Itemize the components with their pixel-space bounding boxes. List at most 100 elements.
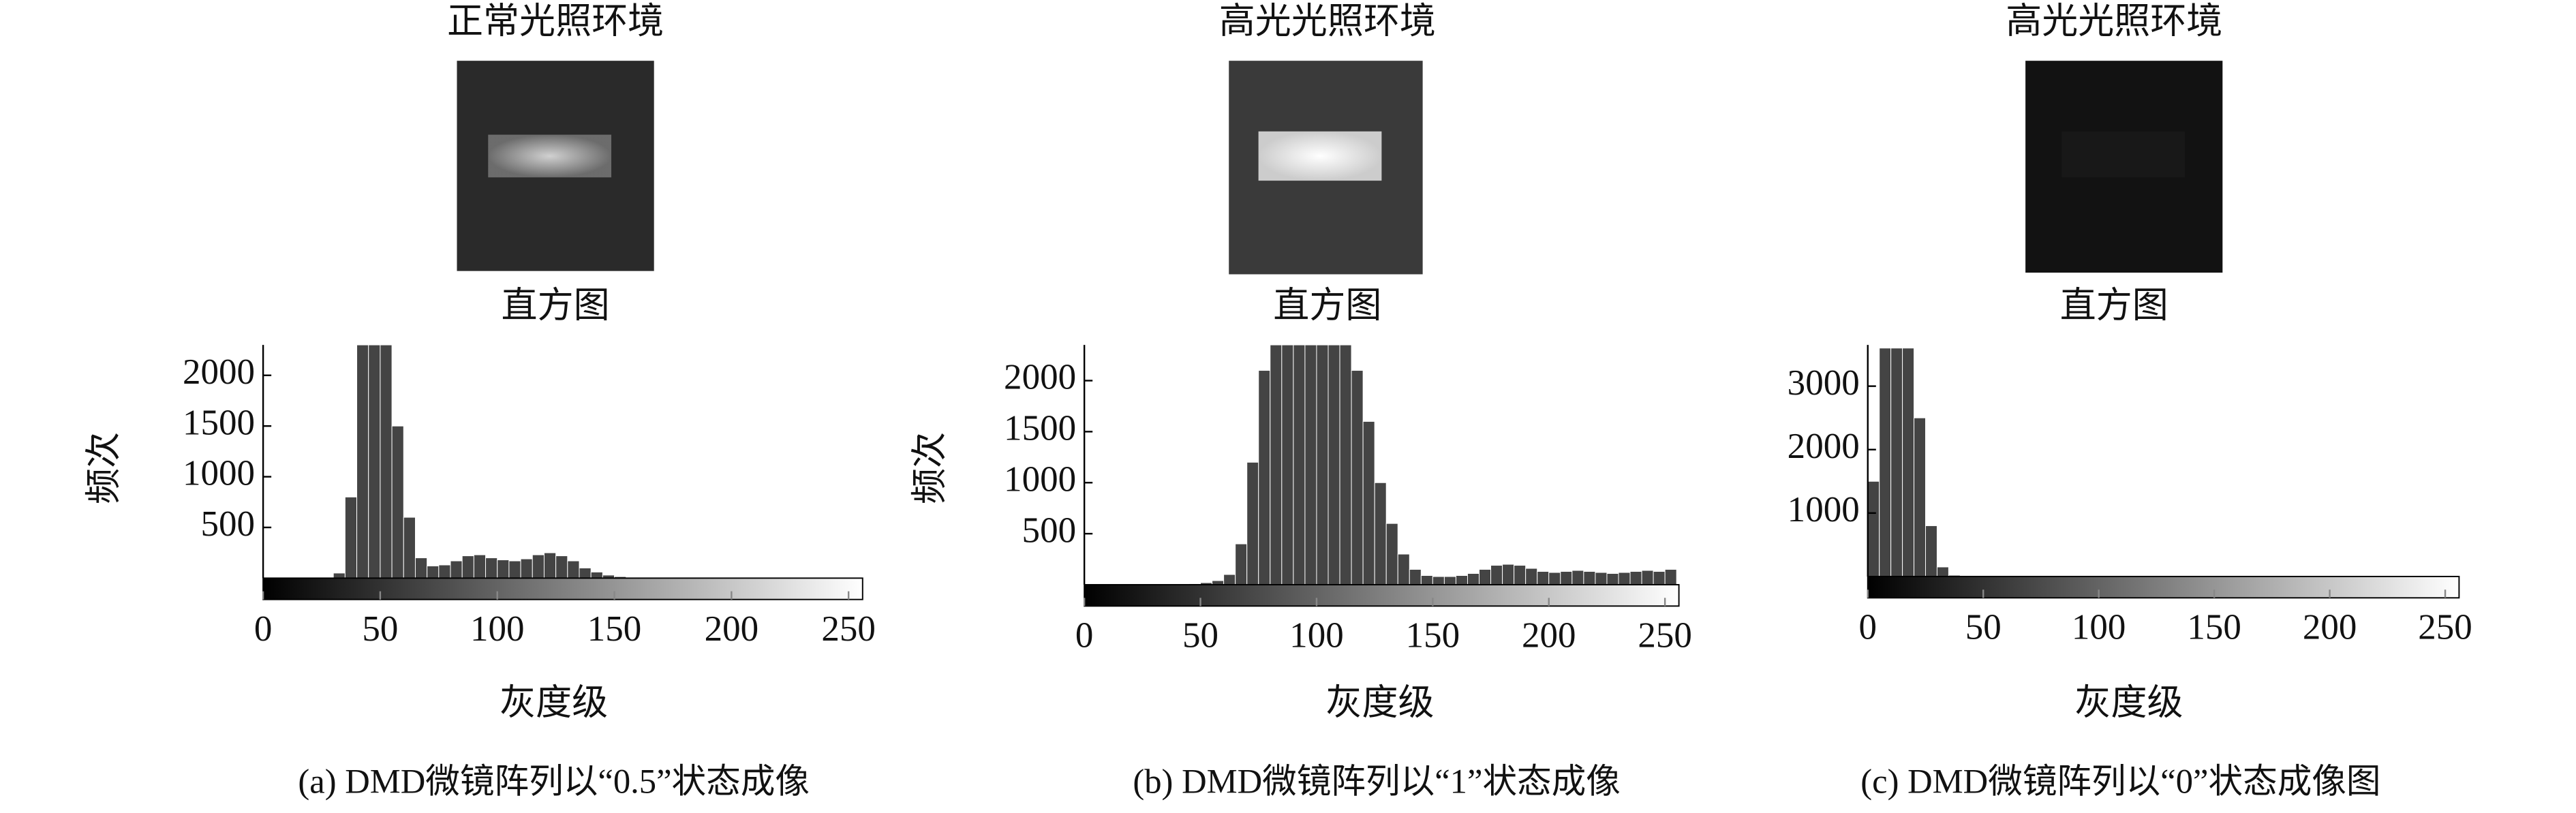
histogram-bar <box>1936 566 1949 577</box>
histogram-bar <box>1328 344 1340 585</box>
x-tick-label: 0 <box>1075 616 1094 656</box>
histogram-bar <box>543 552 557 579</box>
histogram-bar <box>1914 417 1926 577</box>
histogram-bar <box>1629 571 1642 585</box>
x-tick-label: 200 <box>1522 616 1576 656</box>
histogram-bar <box>333 572 346 579</box>
x-axis-label: 灰度级 <box>1325 684 1434 723</box>
histogram-bar <box>485 557 498 579</box>
x-tick-label: 50 <box>1965 608 2002 647</box>
histogram-bar <box>590 571 603 579</box>
histogram-bar <box>1351 370 1364 585</box>
histogram-bar <box>368 344 381 579</box>
y-tick-label: 1000 <box>1004 459 1076 499</box>
histogram-bar <box>1420 575 1433 585</box>
histogram-bar <box>1397 553 1410 585</box>
chart-subtitle: 直方图 <box>2060 286 2168 325</box>
histogram-bar <box>1316 344 1329 585</box>
colorbar <box>1867 575 2460 599</box>
histogram-bar <box>344 496 358 579</box>
y-tick-label: 500 <box>201 504 256 544</box>
histogram-bar <box>1246 461 1259 585</box>
histogram-bar <box>532 554 545 579</box>
histogram-bar <box>1595 572 1608 585</box>
histogram-bar <box>1514 565 1527 585</box>
histogram-bar <box>567 560 580 579</box>
x-tick-label: 0 <box>254 609 273 649</box>
histogram-bar <box>1362 420 1375 585</box>
x-tick-label: 100 <box>2072 608 2126 647</box>
colorbar <box>1084 584 1680 607</box>
photo-c <box>2025 61 2223 273</box>
x-tick-label: 150 <box>587 609 642 649</box>
histogram-bar <box>1925 525 1937 577</box>
x-tick-label: 100 <box>470 609 525 649</box>
histogram-bar <box>1583 571 1596 585</box>
y-tick-label: 2000 <box>183 352 255 392</box>
histogram-bar <box>414 557 428 579</box>
chart-subtitle: 直方图 <box>502 286 610 325</box>
histogram-bar <box>1902 348 1915 577</box>
histogram-bar <box>1293 344 1306 585</box>
histogram-bar <box>520 558 533 579</box>
colorbar <box>262 577 863 600</box>
chart-subtitle: 直方图 <box>1273 286 1381 325</box>
chart-title: 正常光照环境 <box>447 1 664 41</box>
x-tick-label: 200 <box>2303 608 2357 647</box>
histogram-bar <box>1641 570 1654 585</box>
x-tick-label: 50 <box>1182 616 1218 656</box>
chart-title: 高光光照环境 <box>2006 1 2222 41</box>
x-tick-label: 250 <box>821 609 876 649</box>
histogram-bar <box>1490 565 1503 585</box>
x-tick-label: 150 <box>1406 616 1460 656</box>
histogram-bar <box>1867 480 1880 577</box>
caption: (b) DMD微镜阵列以“1”状态成像 <box>1133 763 1620 801</box>
y-tick-label: 1500 <box>183 403 255 442</box>
histogram-bar <box>1653 571 1666 585</box>
x-axis-label: 灰度级 <box>500 684 608 723</box>
histogram-bar <box>356 344 369 579</box>
histogram-bar <box>579 567 592 579</box>
histogram-bar <box>450 560 463 579</box>
x-tick-label: 0 <box>1859 608 1877 647</box>
histogram-bar <box>1467 573 1479 585</box>
histogram-bar <box>391 425 404 579</box>
histogram-bar <box>1409 569 1422 585</box>
histogram-bar <box>473 554 487 579</box>
histogram-bar <box>1479 569 1492 585</box>
x-tick-label: 50 <box>362 609 398 649</box>
histogram-bar <box>461 555 474 579</box>
histogram-bar <box>1270 344 1283 585</box>
chart-title: 高光光照环境 <box>1219 1 1436 41</box>
histogram-bar <box>1258 370 1271 585</box>
y-tick-label: 1000 <box>183 454 255 493</box>
y-tick-label: 3000 <box>1788 363 1860 403</box>
histogram-bar <box>1890 348 1903 577</box>
histogram-bar <box>1432 576 1445 585</box>
histogram-bar <box>1571 570 1584 585</box>
histogram-bar <box>1443 576 1456 585</box>
x-tick-label: 250 <box>1638 616 1692 656</box>
y-tick-label: 2000 <box>1004 358 1076 397</box>
histogram-bar <box>1223 574 1236 585</box>
histogram-bar <box>403 517 416 579</box>
y-tick-label: 500 <box>1022 510 1077 550</box>
histogram-bar <box>1606 573 1619 585</box>
histogram-bar <box>497 559 510 579</box>
histogram-bar <box>1560 571 1573 585</box>
x-tick-label: 100 <box>1289 616 1344 656</box>
histogram-bar <box>1664 569 1677 585</box>
caption: (c) DMD微镜阵列以“0”状态成像图 <box>1860 763 2380 801</box>
histogram-bar <box>438 564 451 579</box>
histogram-bar <box>1235 543 1248 585</box>
y-tick-label: 2000 <box>1788 427 1860 466</box>
histogram-bar <box>1618 572 1631 585</box>
histogram-bar <box>1455 575 1468 585</box>
histogram-bar <box>427 566 440 579</box>
photo-a <box>457 61 654 271</box>
x-tick-label: 250 <box>2418 608 2472 647</box>
caption: (a) DMD微镜阵列以“0.5”状态成像 <box>298 763 810 801</box>
histogram-bar <box>1374 482 1387 585</box>
histogram-bar <box>1879 348 1892 577</box>
